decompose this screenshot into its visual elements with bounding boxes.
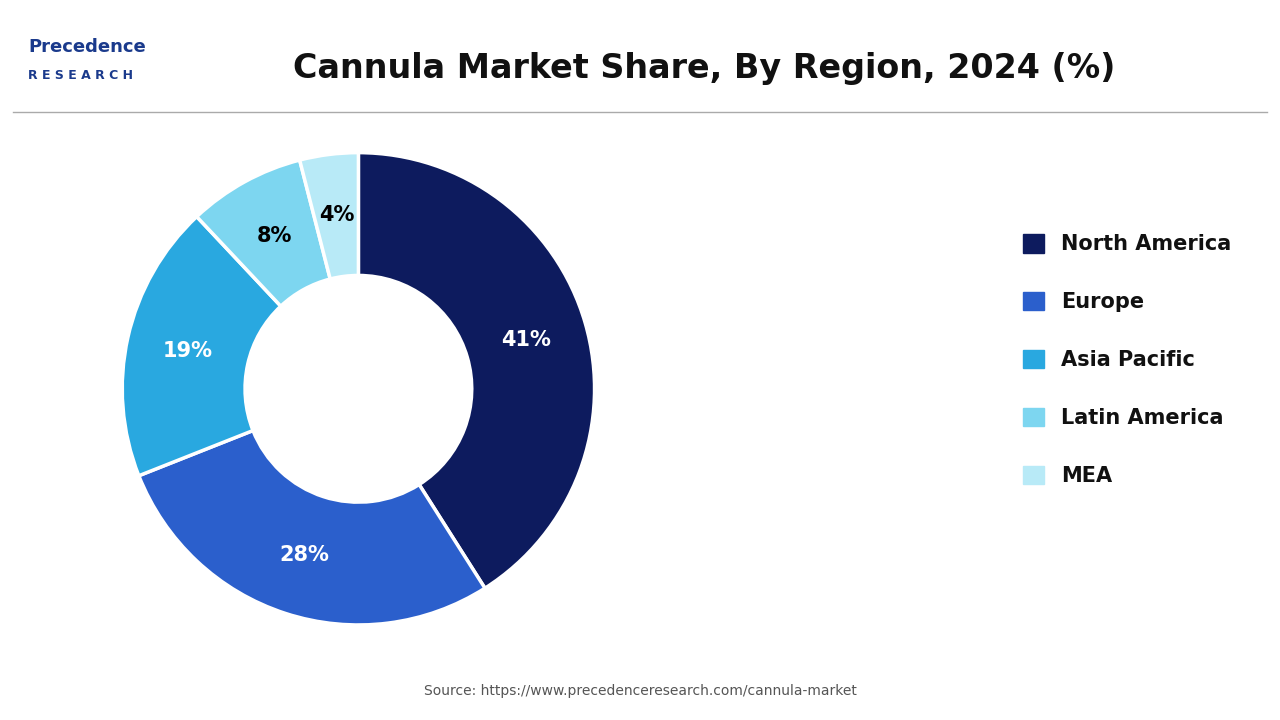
Text: 4%: 4% [319,205,355,225]
Text: Cannula Market Share, By Region, 2024 (%): Cannula Market Share, By Region, 2024 (%… [293,52,1115,85]
Text: R E S E A R C H: R E S E A R C H [28,69,133,82]
Text: 41%: 41% [502,330,552,350]
Wedge shape [123,217,280,476]
Wedge shape [358,153,594,588]
Wedge shape [138,431,485,625]
Wedge shape [300,153,358,279]
Text: 8%: 8% [256,225,292,246]
Legend: North America, Europe, Asia Pacific, Latin America, MEA: North America, Europe, Asia Pacific, Lat… [1024,234,1231,486]
Text: Source: https://www.precedenceresearch.com/cannula-market: Source: https://www.precedenceresearch.c… [424,684,856,698]
Text: 19%: 19% [163,341,212,361]
Text: 28%: 28% [279,545,329,565]
Wedge shape [197,160,330,306]
Text: Precedence: Precedence [28,37,146,55]
